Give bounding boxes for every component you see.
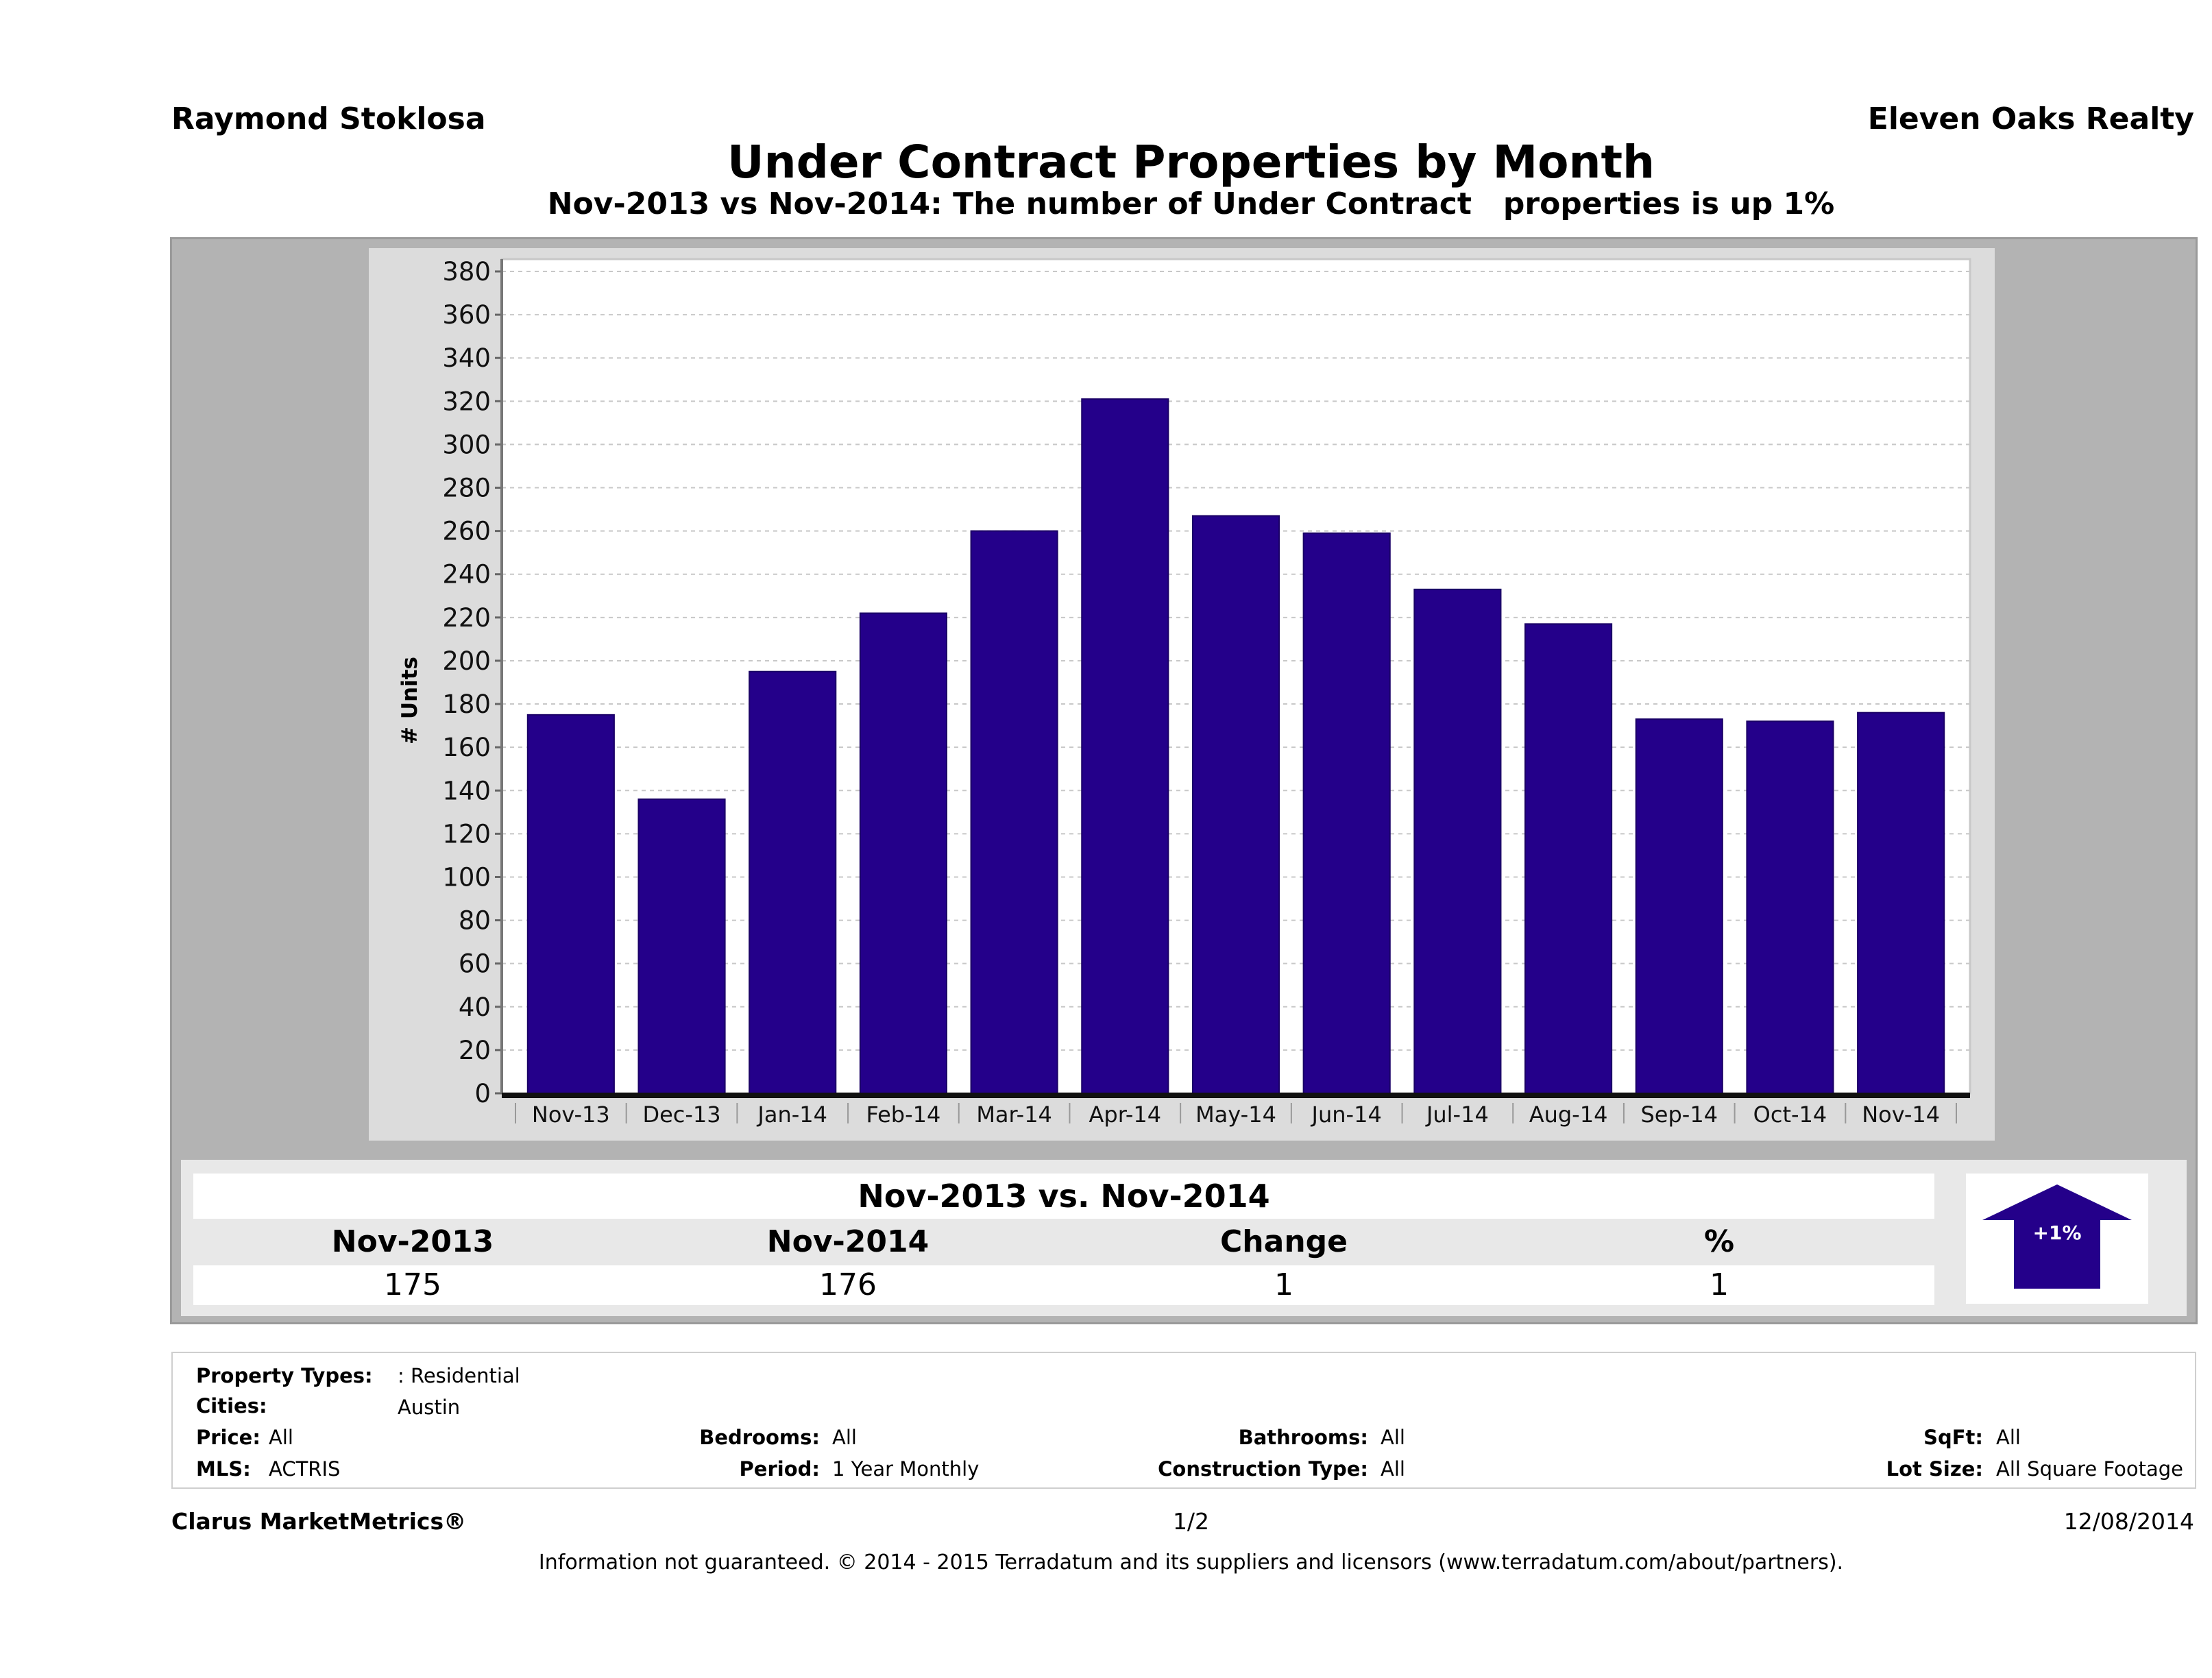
y-axis-label: # Units xyxy=(398,657,422,744)
y-tick-label: 220 xyxy=(442,603,491,633)
price-label: Price: xyxy=(196,1426,260,1449)
y-tick-label: 80 xyxy=(459,906,491,936)
comparison-value-start: 175 xyxy=(384,1267,441,1302)
bathrooms-value: All xyxy=(1381,1426,1405,1449)
bar-dec-13 xyxy=(637,798,726,1094)
bar-nov-13 xyxy=(526,714,615,1094)
period-label: Period: xyxy=(739,1457,820,1481)
lot-size-value: All Square Footage xyxy=(1996,1457,2184,1481)
sqft-value: All xyxy=(1996,1426,2021,1449)
page-number: 1/2 xyxy=(1172,1508,1210,1535)
bar-nov-14 xyxy=(1857,712,1945,1094)
x-tick-label: May-14 xyxy=(1195,1102,1276,1128)
mls-value: ACTRIS xyxy=(269,1457,341,1481)
y-tick-label: 120 xyxy=(442,819,491,849)
x-tick-label: Jun-14 xyxy=(1311,1102,1382,1128)
y-tick-label: 40 xyxy=(459,993,491,1022)
period-value: 1 Year Monthly xyxy=(832,1457,980,1481)
bar-apr-14 xyxy=(1081,398,1169,1094)
axes: 0 20 40 60 80 100 120 140 160 180 200 220 240 260 280 3… xyxy=(442,257,1970,1128)
x-tick-label: Apr-14 xyxy=(1089,1102,1162,1128)
x-tick-label: Oct-14 xyxy=(1753,1102,1827,1128)
property-types-label: Property Types: xyxy=(196,1364,373,1387)
bedrooms-label: Bedrooms: xyxy=(699,1426,820,1449)
y-tick-label: 260 xyxy=(442,517,491,546)
comparison-value-change: 1 xyxy=(1274,1267,1293,1302)
product-name: Clarus MarketMetrics® xyxy=(171,1508,467,1535)
bar-jun-14 xyxy=(1302,532,1391,1094)
bar-may-14 xyxy=(1191,515,1280,1094)
x-tick-label: Aug-14 xyxy=(1529,1102,1608,1128)
y-tick-label: 240 xyxy=(442,560,491,589)
disclaimer: Information not guaranteed. © 2014 - 201… xyxy=(538,1551,1844,1574)
x-tick-label: Feb-14 xyxy=(866,1102,940,1128)
x-tick-label: Mar-14 xyxy=(976,1102,1052,1128)
comparison-value-end: 176 xyxy=(819,1267,877,1302)
x-tick-label: Jul-14 xyxy=(1425,1102,1489,1128)
report-title: Under Contract Properties by Month xyxy=(727,136,1655,189)
sqft-label: SqFt: xyxy=(1923,1426,1983,1449)
cities-value: Austin xyxy=(398,1396,461,1419)
bar-feb-14 xyxy=(859,612,947,1094)
comparison-header-change: Change xyxy=(1220,1224,1348,1259)
report-subtitle: Nov-2013 vs Nov-2014: The number of Unde… xyxy=(547,186,1835,221)
x-tick-label: Dec-13 xyxy=(642,1102,720,1128)
construction-type-label: Construction Type: xyxy=(1158,1457,1368,1481)
comparison-header-percent: % xyxy=(1703,1224,1735,1259)
property-types-value: : Residential xyxy=(398,1364,520,1387)
y-tick-label: 0 xyxy=(474,1079,491,1108)
bar-jan-14 xyxy=(749,670,837,1094)
y-tick-label: 360 xyxy=(442,300,491,330)
comparison-header-end: Nov-2014 xyxy=(766,1224,929,1259)
bar-aug-14 xyxy=(1524,623,1613,1094)
search-criteria-box xyxy=(171,1352,2196,1489)
mls-label: MLS: xyxy=(196,1457,251,1481)
y-tick-label: 300 xyxy=(442,430,491,459)
y-tick-label: 60 xyxy=(459,949,491,979)
bars xyxy=(526,398,1945,1094)
bedrooms-value: All xyxy=(832,1426,857,1449)
x-tick-label: Nov-13 xyxy=(532,1102,610,1128)
comparison-header-start: Nov-2013 xyxy=(331,1224,494,1259)
y-tick-label: 380 xyxy=(442,257,491,287)
comparison-title: Nov-2013 vs. Nov-2014 xyxy=(193,1174,1934,1219)
comparison-value-row xyxy=(193,1265,1934,1305)
agent-name: Raymond Stoklosa xyxy=(171,101,486,136)
y-tick-label: 180 xyxy=(442,690,491,719)
bar-chart: 0 20 40 60 80 100 120 140 160 180 200 220 240 260 280 3… xyxy=(398,257,1971,1128)
bar-sep-14 xyxy=(1635,718,1723,1094)
y-tick-label: 20 xyxy=(459,1036,491,1065)
x-tick-label: Jan-14 xyxy=(756,1102,827,1128)
x-tick-label: Sep-14 xyxy=(1640,1102,1718,1128)
change-indicator-label: +1% xyxy=(2032,1221,2082,1244)
brokerage-name: Eleven Oaks Realty xyxy=(1867,101,2194,136)
bar-oct-14 xyxy=(1746,720,1834,1094)
y-tick-label: 200 xyxy=(442,646,491,676)
bathrooms-label: Bathrooms: xyxy=(1238,1426,1368,1449)
x-tick-label: Nov-14 xyxy=(1862,1102,1940,1128)
bar-mar-14 xyxy=(970,530,1058,1094)
price-value: All xyxy=(269,1426,293,1449)
y-tick-label: 280 xyxy=(442,474,491,503)
lot-size-label: Lot Size: xyxy=(1886,1457,1983,1481)
comparison-value-percent: 1 xyxy=(1710,1267,1729,1302)
y-tick-label: 340 xyxy=(442,343,491,373)
bar-jul-14 xyxy=(1413,588,1502,1094)
construction-type-value: All xyxy=(1381,1457,1405,1481)
cities-label: Cities: xyxy=(196,1394,267,1418)
y-tick-label: 100 xyxy=(442,862,491,892)
report-date: 12/08/2014 xyxy=(2063,1508,2194,1535)
y-tick-label: 160 xyxy=(442,733,491,762)
y-tick-label: 320 xyxy=(442,387,491,416)
up-arrow-icon xyxy=(1982,1184,2132,1289)
y-tick-label: 140 xyxy=(442,776,491,805)
